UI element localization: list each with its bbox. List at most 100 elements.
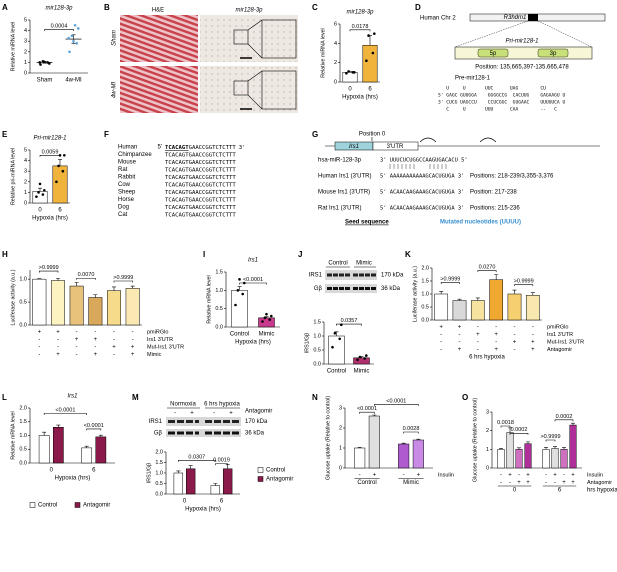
sequence: TCACAGTGAACCGGTCTCTTT	[165, 152, 236, 158]
arm-label: 3p	[550, 51, 557, 57]
condition-sign: +	[553, 473, 557, 479]
condition-sign: -	[113, 337, 115, 343]
sequence-rest: GAACCGGTCTCTTT	[189, 205, 237, 211]
condition-sign: +	[131, 345, 135, 351]
condition-sign: +	[494, 347, 498, 353]
seed: TCACAGT	[165, 190, 189, 196]
y-tick-label: 0.5	[19, 300, 27, 306]
seed: TCACAGT	[165, 182, 189, 188]
error-bar	[75, 282, 79, 286]
utr-label: 3'UTR	[387, 144, 404, 150]
bar	[107, 291, 120, 325]
panel-letter: E	[2, 130, 8, 139]
ish-image	[200, 15, 298, 62]
bar	[561, 449, 567, 468]
y-tick-label: 1.5	[155, 460, 163, 466]
condition-sign: -	[477, 340, 479, 346]
y-tick-label: 0.0	[421, 317, 429, 323]
x-tick-label: 6	[368, 87, 372, 93]
condition-sign: -	[132, 337, 134, 343]
data-point	[345, 72, 348, 75]
band-label: Gβ	[314, 286, 323, 292]
panel-letter: F	[104, 130, 109, 139]
y-tick-label: 0	[334, 79, 337, 85]
bracket	[44, 414, 86, 416]
seed: TCACAGT	[165, 160, 189, 166]
position-label: Position 0	[359, 132, 386, 138]
bar	[498, 449, 504, 468]
y-tick-label: 2	[24, 49, 27, 55]
pri-box	[455, 47, 592, 59]
data-point	[68, 51, 71, 54]
error-bar	[553, 447, 557, 449]
data-point	[338, 338, 341, 341]
condition-sign: -	[514, 332, 516, 338]
seed: TCACAGT	[165, 205, 189, 211]
species: Sheep	[118, 190, 136, 196]
bar	[507, 433, 513, 468]
sign: +	[190, 411, 194, 417]
condition-sign: +	[131, 352, 135, 358]
condition-sign: -	[545, 480, 547, 486]
bar	[70, 286, 83, 325]
y-axis-label: IRS1/Gβ	[304, 333, 310, 353]
sequence: TCACAGTGAACCGGTCTCTTT	[165, 182, 236, 188]
sign: -	[213, 411, 215, 417]
bracket	[114, 281, 133, 283]
data-point	[241, 293, 244, 296]
x-axis-label: hrs hypoxia	[587, 488, 617, 494]
panel-letter: J	[298, 250, 302, 259]
condition-sign: -	[113, 352, 115, 358]
y-tick-label: 5	[24, 147, 27, 153]
band-label: Gβ	[154, 431, 163, 437]
species: Dog	[118, 205, 129, 211]
p-value: 0.0004	[51, 23, 68, 29]
sequence: TCACAGTGAACCGGTCTCTTT	[165, 197, 236, 203]
data-point	[57, 165, 60, 168]
gene-label: R3hdm1	[504, 15, 527, 21]
data-point	[38, 61, 41, 64]
blot-m: Normoxia 6 hrs hypoxia Antagomir - + - +…	[149, 402, 273, 437]
sign: -	[174, 411, 176, 417]
lane-label: Mimic	[356, 261, 372, 267]
data-point	[356, 359, 359, 362]
data-point	[238, 278, 241, 281]
legend-swatch	[258, 468, 263, 473]
y-tick-label: 0.5	[19, 447, 27, 453]
condition-sign: -	[76, 352, 78, 358]
condition-sign: -	[38, 345, 40, 351]
panel-letter: L	[2, 393, 7, 402]
y-tick-label: 0.0	[313, 361, 321, 367]
x-tick-label: Mimic	[259, 332, 275, 338]
bar	[232, 290, 248, 327]
size-label: 170 kDa	[381, 273, 404, 279]
error-bar	[544, 447, 548, 449]
chart-title: mir128-3p	[45, 6, 73, 12]
sequence: TCACAGTGAACCGGTCTCTTT	[165, 175, 236, 181]
y-tick-label: 1.0	[215, 288, 223, 294]
condition-sign: +	[458, 325, 462, 331]
data-point	[71, 35, 74, 38]
panel-letter: C	[312, 3, 318, 12]
x-tick-label: Control	[230, 332, 249, 338]
data-point	[74, 24, 77, 27]
bar	[354, 448, 365, 468]
panel-letter: G	[312, 130, 318, 139]
p-value: <0.0001	[357, 406, 377, 412]
bracket	[501, 426, 510, 428]
data-point	[43, 61, 46, 64]
species: Cat	[118, 212, 128, 218]
condition-sign: -	[477, 347, 479, 353]
y-tick-label: 0.0	[215, 324, 223, 330]
p-value: >0.9999	[514, 279, 534, 285]
bar	[471, 301, 484, 321]
condition-sign: +	[38, 330, 42, 336]
y-tick-label: 6	[334, 21, 337, 27]
data-point	[270, 315, 273, 318]
error-bar	[131, 286, 135, 288]
condition-sign: +	[571, 480, 575, 486]
bar	[89, 298, 102, 326]
condition-sign: +	[75, 337, 79, 343]
prime-label: 5'	[158, 145, 162, 151]
condition-sign: -	[532, 332, 534, 338]
